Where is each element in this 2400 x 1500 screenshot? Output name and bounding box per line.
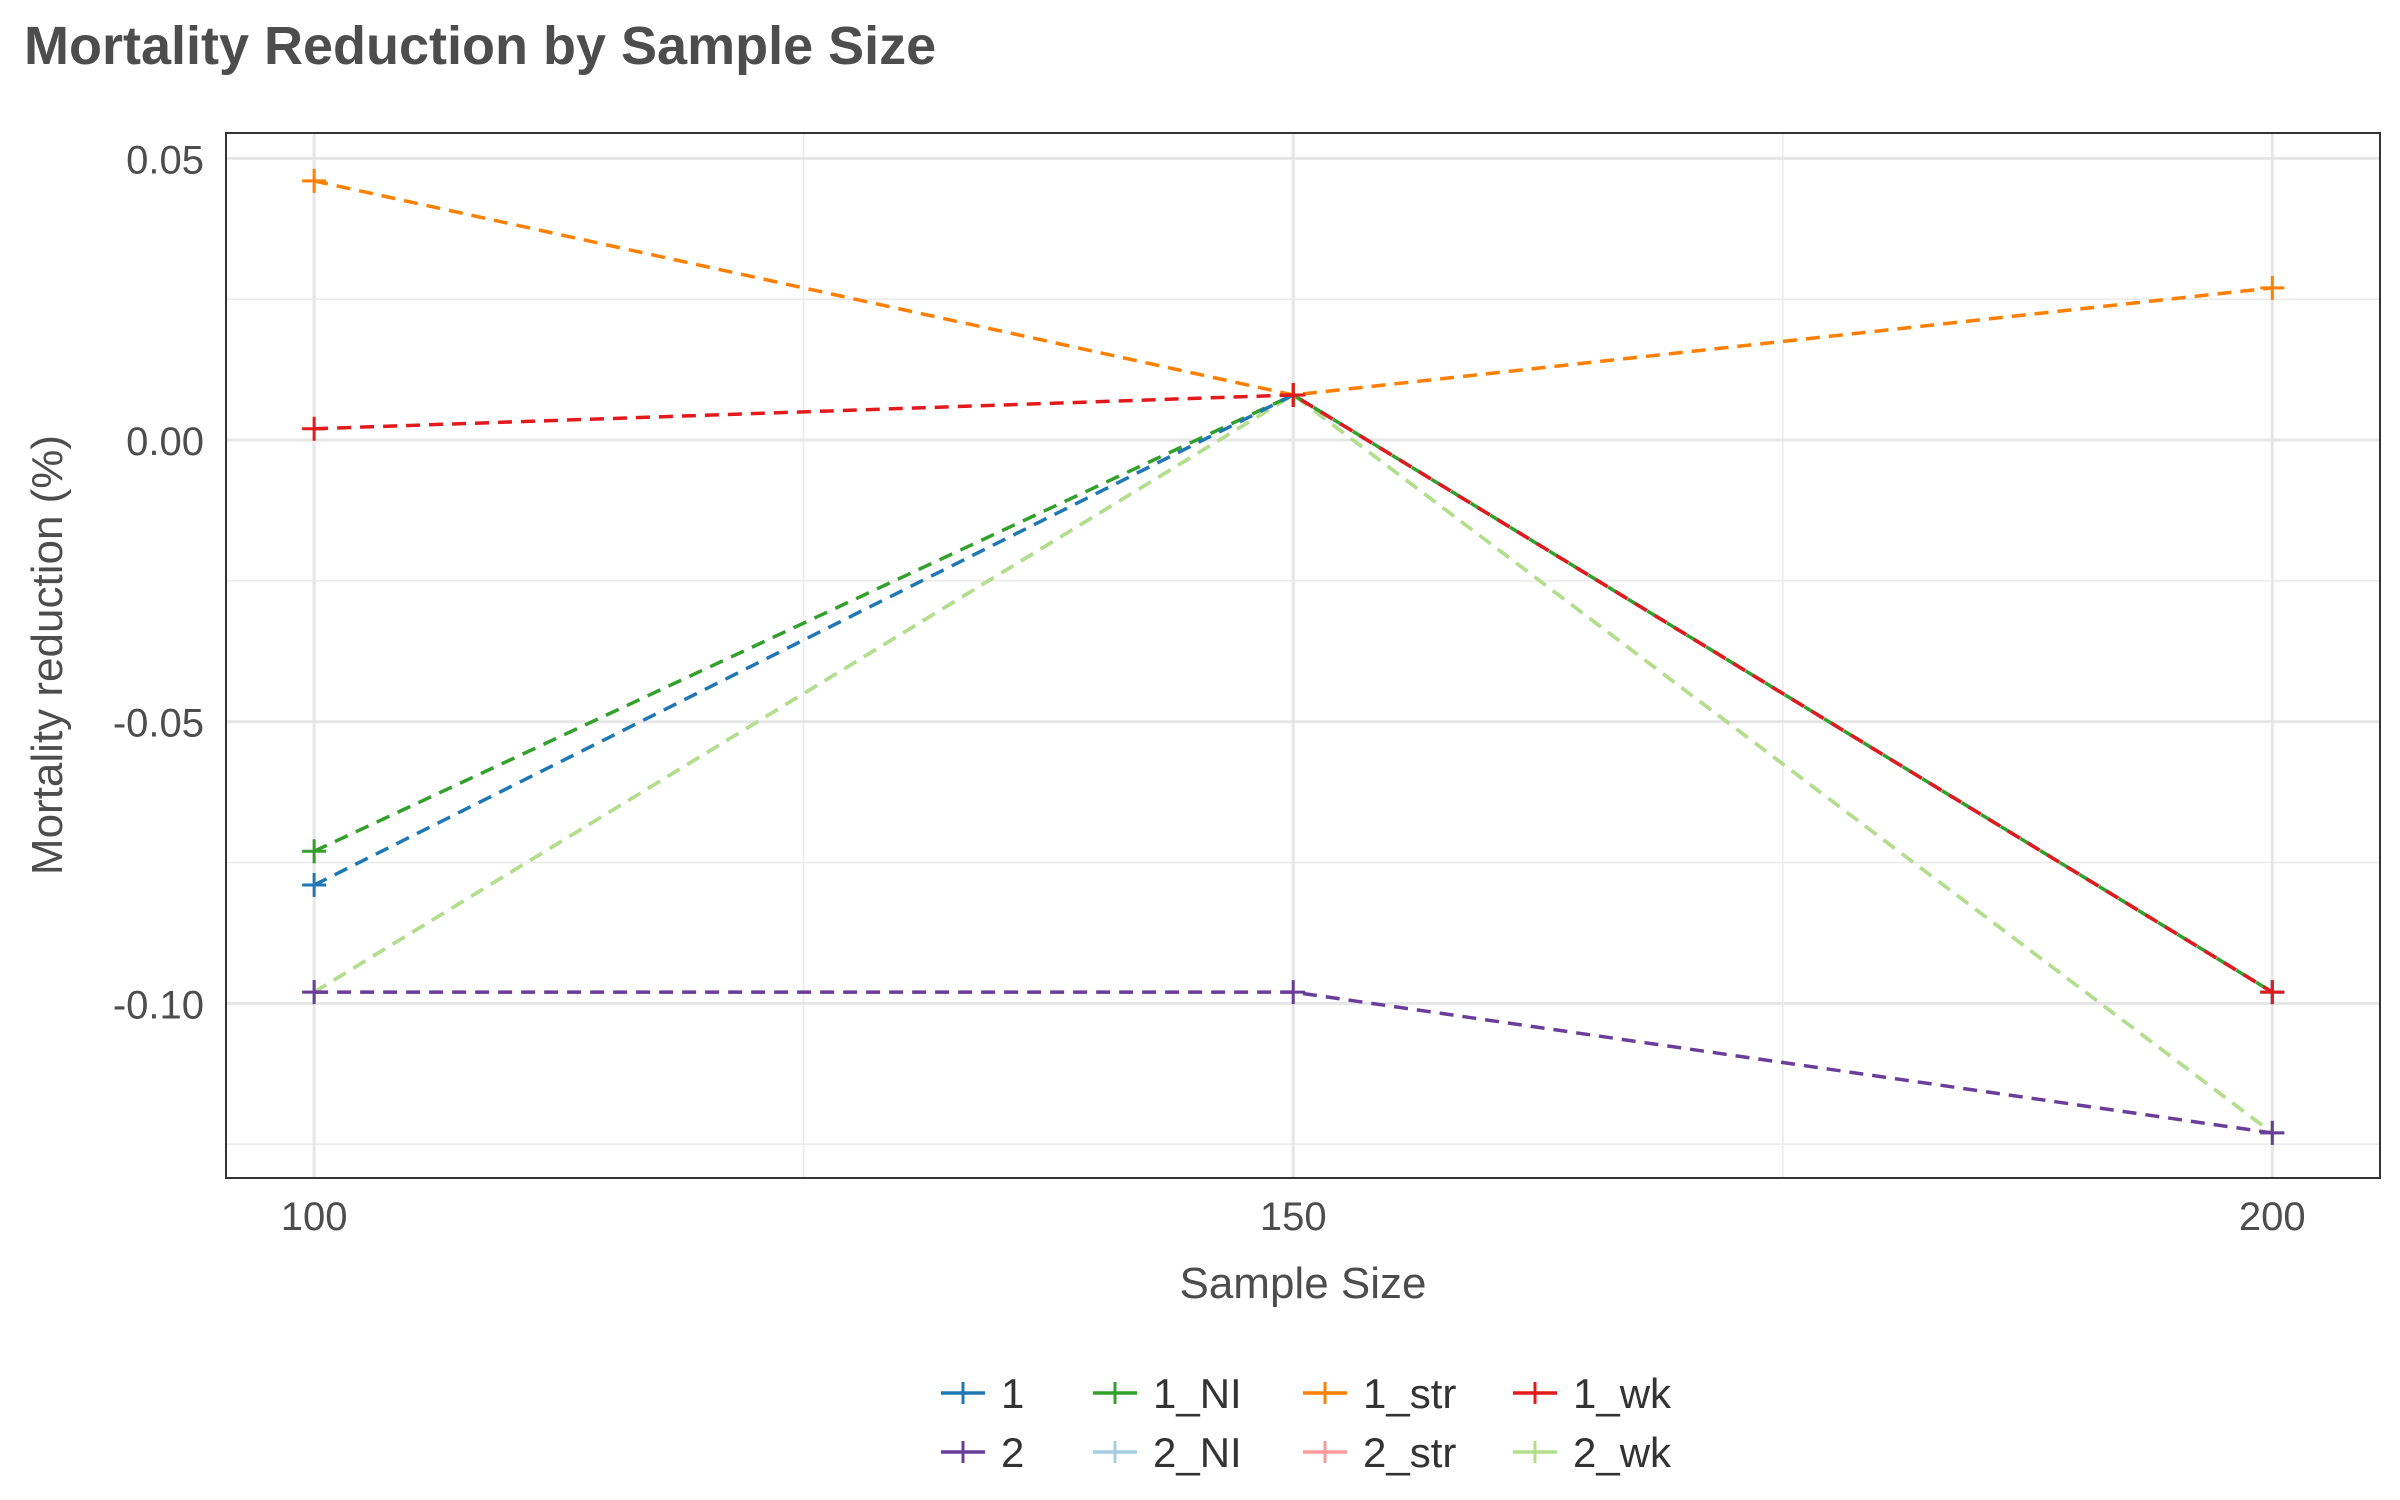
legend-item-1: 1 — [941, 1370, 1024, 1417]
plot-panel-border — [225, 132, 2381, 1179]
legend-label: 2_str — [1363, 1429, 1456, 1476]
data-point-marker — [302, 168, 327, 193]
legend-key-marker — [1314, 1441, 1336, 1463]
legend-item-1-str: 1_str — [1303, 1370, 1456, 1417]
legend-label: 1_str — [1363, 1370, 1456, 1417]
data-point-marker — [2260, 275, 2285, 300]
data-point-marker — [302, 416, 327, 441]
legend-label: 1_wk — [1573, 1370, 1672, 1417]
chart-title: Mortality Reduction by Sample Size — [24, 16, 936, 76]
y-axis-title: Mortality reduction (%) — [23, 435, 72, 875]
series-line — [313, 393, 2274, 994]
legend-item-2-str: 2_str — [1303, 1429, 1456, 1476]
legend: 1 1_NI 1_str 1_wk 2 2_NI 2_str 2_wk — [941, 1370, 1672, 1476]
y-axis-ticks: -0.10 -0.05 0.00 0.05 — [113, 138, 204, 1027]
x-axis-ticks: 100 150 200 — [281, 1195, 2306, 1239]
legend-label: 2_NI — [1153, 1429, 1242, 1476]
data-point-marker — [302, 980, 327, 1005]
legend-item-2-ni: 2_NI — [1093, 1429, 1242, 1476]
legend-label: 2 — [1001, 1429, 1024, 1476]
legend-key-marker — [952, 1441, 974, 1463]
data-point-marker — [1281, 382, 1306, 407]
legend-key-marker — [1524, 1382, 1546, 1404]
legend-label: 1_NI — [1153, 1370, 1242, 1417]
legend-key-marker — [1104, 1382, 1126, 1404]
series-line — [313, 393, 2274, 1135]
data-point-marker — [2260, 1120, 2285, 1145]
x-tick-label: 100 — [281, 1195, 348, 1239]
series-2 — [302, 980, 2285, 1145]
legend-item-2-wk: 2_wk — [1513, 1429, 1672, 1476]
data-point-marker — [2260, 980, 2285, 1005]
data-point-marker — [302, 839, 327, 864]
y-tick-label: -0.05 — [113, 702, 204, 746]
legend-key-marker — [1524, 1441, 1546, 1463]
legend-item-1-ni: 1_NI — [1093, 1370, 1242, 1417]
series-1-wk — [302, 382, 2285, 1005]
x-tick-label: 150 — [1260, 1195, 1327, 1239]
y-tick-label: 0.05 — [126, 138, 204, 182]
x-axis-title: Sample Size — [1179, 1259, 1426, 1308]
legend-key-marker — [952, 1382, 974, 1404]
legend-item-2: 2 — [941, 1429, 1024, 1476]
y-tick-label: -0.10 — [113, 983, 204, 1027]
data-point-marker — [302, 873, 327, 898]
x-tick-label: 200 — [2239, 1195, 2306, 1239]
data-point-marker — [1281, 980, 1306, 1005]
legend-key-marker — [1104, 1441, 1126, 1463]
legend-item-1-wk: 1_wk — [1513, 1370, 1672, 1417]
legend-label: 1 — [1001, 1370, 1024, 1417]
y-tick-label: 0.00 — [126, 420, 204, 464]
legend-key-marker — [1314, 1382, 1336, 1404]
legend-label: 2_wk — [1573, 1429, 1672, 1476]
data-series — [302, 168, 2285, 1145]
